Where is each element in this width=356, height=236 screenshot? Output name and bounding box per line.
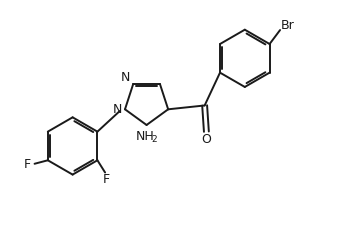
Text: F: F: [103, 173, 110, 186]
Text: NH: NH: [135, 130, 154, 143]
Text: O: O: [201, 133, 211, 146]
Text: Br: Br: [281, 19, 295, 32]
Text: 2: 2: [151, 135, 157, 144]
Text: N: N: [112, 103, 122, 116]
Text: F: F: [23, 158, 30, 171]
Text: N: N: [121, 71, 130, 84]
